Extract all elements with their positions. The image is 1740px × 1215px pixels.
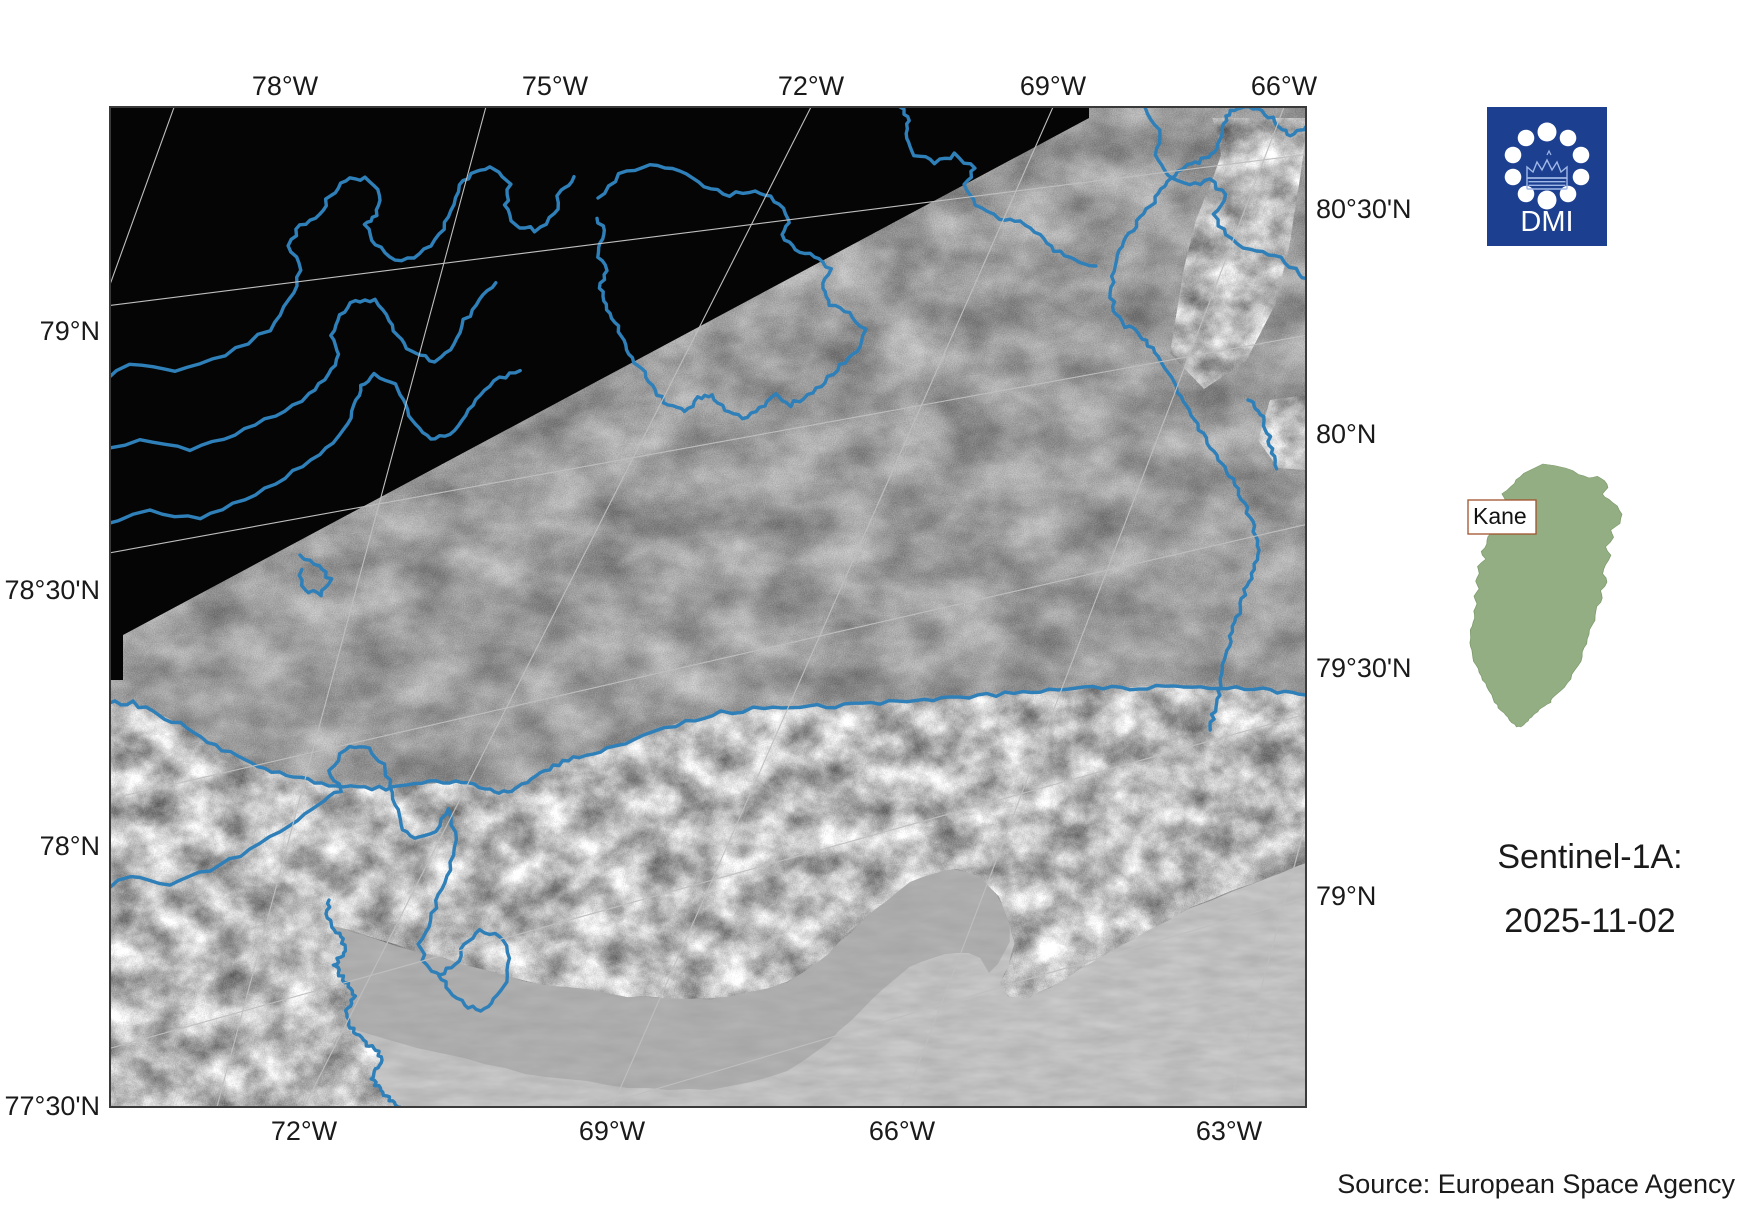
svg-text:80°30'N: 80°30'N (1316, 194, 1412, 224)
svg-text:75°W: 75°W (522, 71, 589, 101)
svg-text:78°N: 78°N (40, 831, 100, 861)
svg-text:80°N: 80°N (1316, 419, 1376, 449)
svg-text:69°W: 69°W (579, 1116, 646, 1146)
svg-text:Kane: Kane (1473, 503, 1527, 529)
svg-text:72°W: 72°W (778, 71, 845, 101)
svg-text:79°N: 79°N (40, 316, 100, 346)
svg-text:DMI: DMI (1520, 206, 1573, 238)
svg-text:79°N: 79°N (1316, 881, 1376, 911)
svg-text:Sentinel-1A:: Sentinel-1A: (1497, 838, 1682, 876)
svg-text:Source: European Space Agency: Source: European Space Agency (1337, 1169, 1735, 1199)
svg-text:66°W: 66°W (1251, 71, 1318, 101)
svg-text:79°30'N: 79°30'N (1316, 653, 1412, 683)
svg-text:66°W: 66°W (869, 1116, 936, 1146)
svg-text:78°30'N: 78°30'N (4, 575, 100, 605)
svg-text:69°W: 69°W (1020, 71, 1087, 101)
svg-text:2025-11-02: 2025-11-02 (1504, 902, 1675, 940)
svg-text:77°30'N: 77°30'N (4, 1091, 100, 1121)
svg-text:63°W: 63°W (1196, 1116, 1263, 1146)
svg-text:72°W: 72°W (271, 1116, 338, 1146)
svg-text:78°W: 78°W (252, 71, 319, 101)
